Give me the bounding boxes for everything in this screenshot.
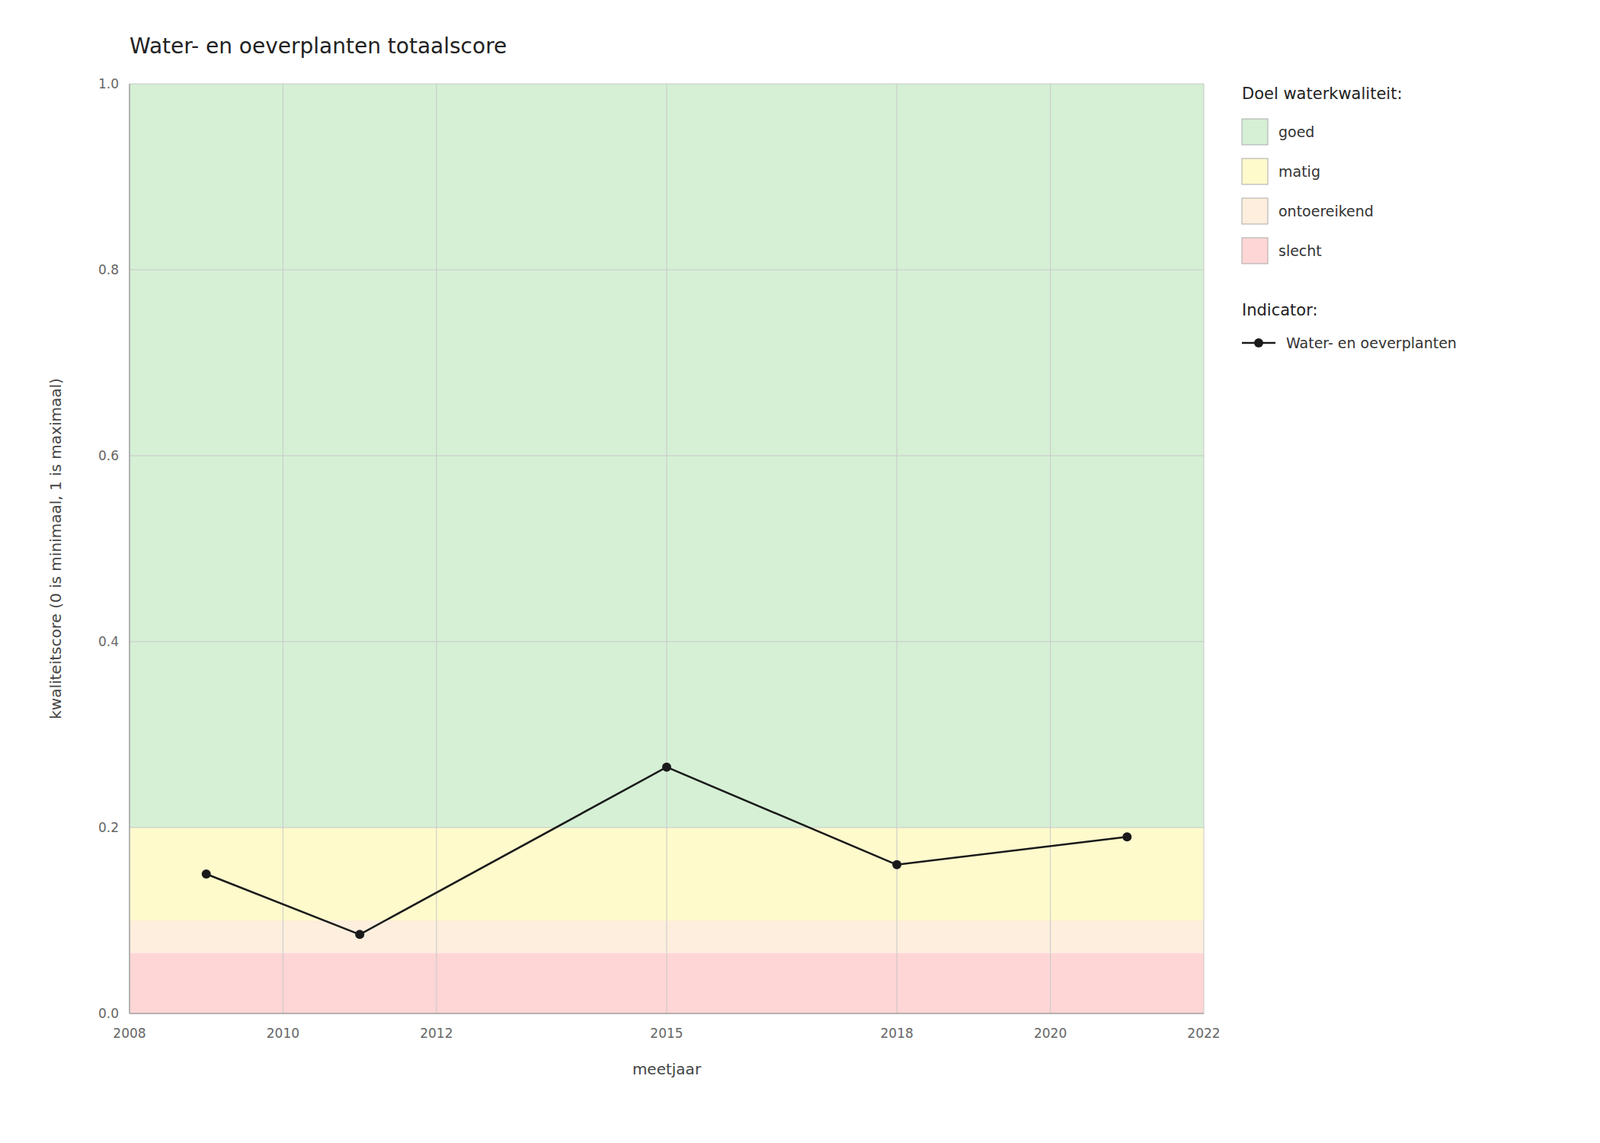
legend-swatch [1241, 118, 1268, 145]
y-tick-label: 0.0 [98, 1005, 119, 1021]
x-tick-label: 2008 [112, 1025, 146, 1041]
x-grid-line [896, 83, 898, 1014]
x-grid-line [129, 83, 131, 1014]
legend-swatch [1241, 158, 1268, 185]
grid [129, 83, 1204, 1014]
y-tick-label: 1.0 [98, 76, 119, 92]
x-tick-label: 2012 [419, 1025, 453, 1041]
y-axis-line [129, 83, 131, 1014]
series-line [206, 767, 1128, 935]
legend-swatch [1241, 198, 1268, 224]
series [201, 762, 1133, 940]
y-grid-line [129, 1013, 1204, 1015]
legend-swatch [1241, 237, 1268, 264]
series-point [355, 929, 365, 939]
series-point [1122, 832, 1132, 842]
y-axis-title: kwaliteitscore (0 is minimaal, 1 is maxi… [46, 377, 65, 720]
y-tick-label: 0.2 [98, 819, 119, 836]
x-grid-line [282, 83, 284, 1014]
chart-title: Water- en oeverplanten totaalscore [129, 33, 507, 59]
legend: Doel waterkwaliteit: goed matig ontoereiken… [1241, 84, 1457, 352]
x-tick-label: 2020 [1033, 1025, 1067, 1041]
y-tick-label: 0.4 [98, 633, 119, 650]
ticks: 0.0 0.2 0.4 0.6 0.8 1.0 2008 2010 2012 2015 2018 20… [98, 76, 1221, 1041]
x-tick-label: 2022 [1187, 1025, 1220, 1041]
legend-marker [1254, 338, 1264, 348]
x-grid-line [1049, 83, 1051, 1014]
x-grid-line [666, 83, 668, 1014]
legend-label: ontoereikend [1278, 202, 1374, 220]
x-grid-line [435, 83, 437, 1014]
legend-label: goed [1278, 123, 1315, 141]
x-tick-label: 2010 [266, 1025, 300, 1041]
legend-label: slecht [1278, 242, 1322, 260]
chart: 0.0 0.2 0.4 0.6 0.8 1.0 2008 2010 2012 2015 2018 20… [0, 0, 1600, 1143]
legend-title: Indicator: [1241, 300, 1319, 320]
legend-label: Water- en oeverplanten [1286, 334, 1457, 352]
y-tick-label: 0.6 [98, 448, 119, 464]
bands [129, 83, 1204, 1014]
series-point [892, 860, 902, 870]
legend-title: Doel waterkwaliteit: [1241, 84, 1402, 103]
x-tick-label: 2015 [649, 1025, 683, 1041]
x-tick-label: 2018 [880, 1025, 914, 1041]
x-axis-line [129, 1013, 1204, 1015]
y-tick-label: 0.8 [98, 262, 119, 278]
series-point [201, 869, 212, 879]
x-axis-title: meetjaar [632, 1059, 702, 1079]
legend-label: matig [1278, 163, 1321, 180]
x-grid-line [1203, 83, 1205, 1014]
series-point [662, 762, 672, 772]
